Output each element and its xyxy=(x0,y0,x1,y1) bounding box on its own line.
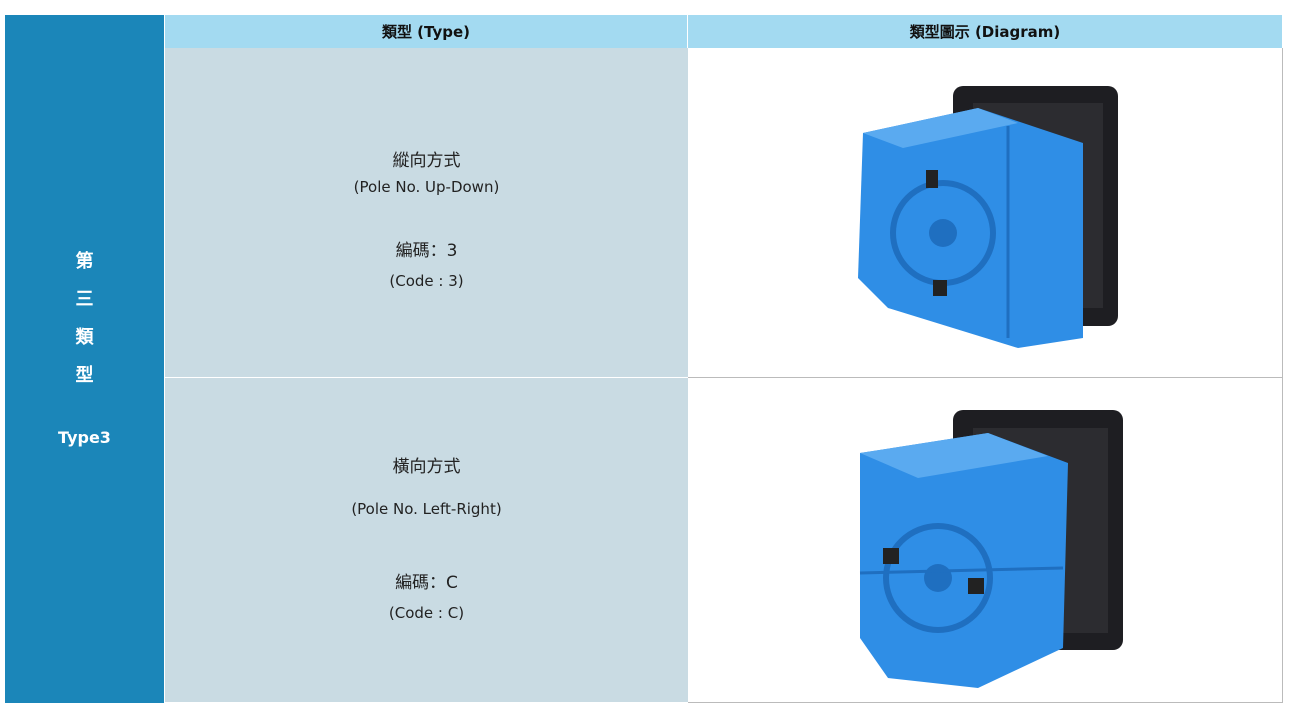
device-image xyxy=(858,86,1118,348)
type-name: 橫向方式 xyxy=(392,457,461,477)
type-en: (Pole No. Left-Right) xyxy=(351,500,502,518)
type-name: 縱向方式 xyxy=(392,151,461,171)
side-label: Type3 xyxy=(58,428,111,447)
diagram-cell xyxy=(688,48,1283,378)
header-diagram: 類型圖示 (Diagram) xyxy=(688,15,1283,48)
diagram-cell xyxy=(688,378,1283,703)
code-en: (Code : 3) xyxy=(389,272,464,290)
code-en: (Code : C) xyxy=(388,604,465,622)
side-column: 第 三 類 型 Type3 xyxy=(5,15,165,703)
side-char: 類 xyxy=(75,327,94,348)
side-char: 型 xyxy=(75,365,94,386)
side-char: 第 xyxy=(75,251,94,272)
side-char: 三 xyxy=(75,289,94,310)
type-cell: 橫向方式 (Pole No. Left-Right) 編碼：C (Code : … xyxy=(165,378,688,703)
type-en: (Pole No. Up-Down) xyxy=(353,178,500,196)
type-cell: 縱向方式 (Pole No. Up-Down) 編碼：3 (Code : 3) xyxy=(165,48,688,378)
code: 編碼：C xyxy=(395,573,458,593)
header-type: 類型 (Type) xyxy=(165,15,688,48)
code: 編碼：3 xyxy=(395,241,458,261)
device-image xyxy=(859,410,1123,688)
